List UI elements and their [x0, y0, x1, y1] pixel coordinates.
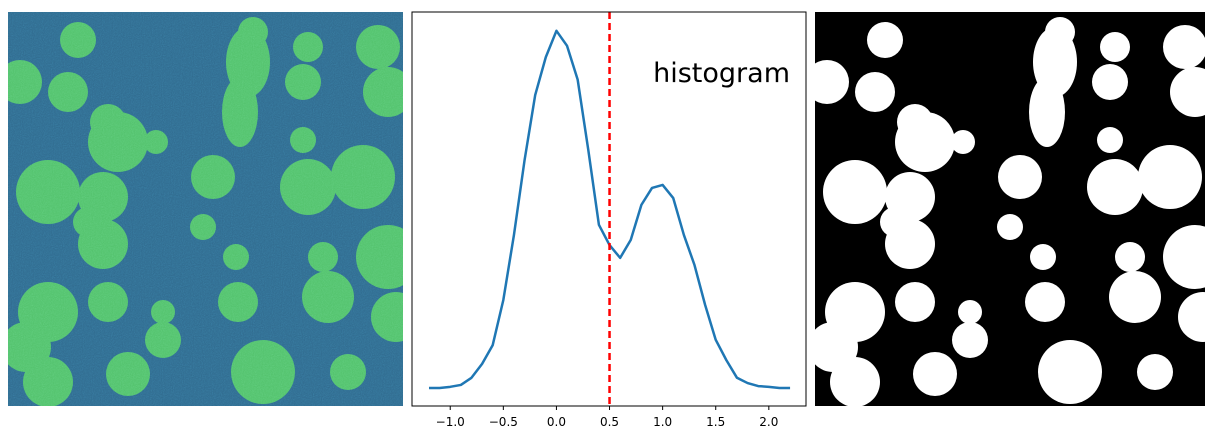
noisy-image	[8, 12, 403, 406]
annotation: histogram	[653, 58, 790, 89]
x-tick-label: −0.5	[489, 415, 518, 429]
axes-frame	[411, 11, 807, 407]
x-tick-label: 1.5	[706, 415, 725, 429]
histogram-plot	[428, 12, 791, 406]
x-tick-label: −1.0	[436, 415, 465, 429]
x-tick-label: 1.0	[653, 415, 672, 429]
x-tick-label: 0.0	[547, 415, 566, 429]
binary-image	[815, 12, 1205, 406]
x-tick-label: 2.0	[759, 415, 778, 429]
x-tick-label: 0.5	[600, 415, 619, 429]
